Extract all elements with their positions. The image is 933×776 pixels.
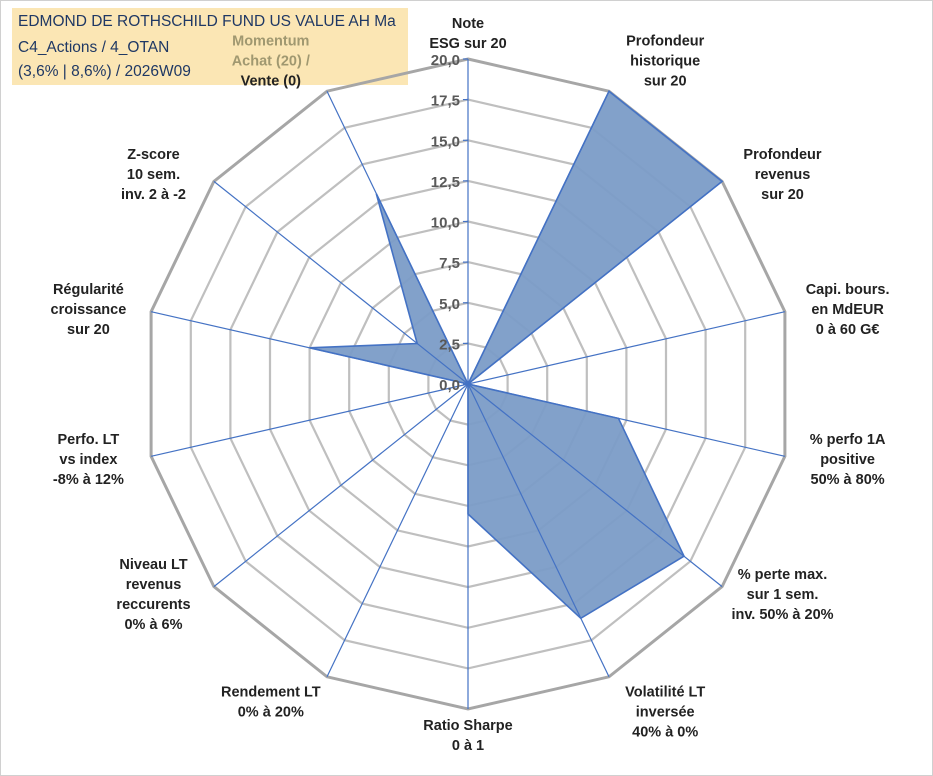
- axis-label: % perfo 1A positive 50% à 80%: [810, 432, 886, 488]
- axis-spoke: [467, 180, 723, 385]
- tick-label: 5,0: [439, 296, 460, 313]
- axis-spoke: [326, 90, 469, 385]
- axis-label-line: positive: [820, 452, 875, 468]
- axis-label-line: 0% à 6%: [124, 617, 182, 633]
- axis-label-line: -8% à 12%: [53, 472, 124, 488]
- chart-title-line-2: C4_Actions / 4_OTAN: [18, 39, 170, 56]
- axis-label-line: ESG sur 20: [429, 36, 506, 52]
- axis-label-line: 10 sem.: [127, 167, 180, 183]
- tick-label: 12,5: [431, 174, 460, 191]
- axis-label-line: 50% à 80%: [811, 472, 885, 488]
- axis-label-line: croissance: [51, 302, 127, 318]
- axis-label: Note ESG sur 20: [429, 16, 506, 52]
- axis-label-line: vs index: [59, 452, 117, 468]
- tick-label: 15,0: [431, 133, 460, 150]
- axis-label-line: reccurents: [116, 597, 190, 613]
- axis-label: Rendement LT 0% à 20%: [221, 685, 321, 721]
- axis-label-line: Profondeur: [743, 147, 821, 163]
- axis-spoke: [467, 383, 610, 678]
- axis-label-line: sur 20: [644, 73, 687, 89]
- axis-label-line: Capi. bours.: [806, 282, 890, 298]
- axis-label: Perfo. LT vs index -8% à 12%: [53, 432, 124, 488]
- axis-label-line: sur 20: [67, 322, 110, 338]
- axis-label: Z-score 10 sem. inv. 2 à -2: [121, 147, 186, 203]
- axis-spoke: [467, 383, 723, 588]
- axis-spoke: [150, 311, 469, 385]
- axis-label: Profondeur revenus sur 20: [743, 147, 821, 203]
- axis-label-line: Volatilité LT: [625, 685, 705, 701]
- axis-label: Volatilité LT inversée 40% à 0%: [625, 685, 705, 741]
- axis-spoke: [326, 383, 469, 678]
- axis-label-line: % perte max.: [738, 567, 827, 583]
- axis-label-line: inversée: [636, 705, 695, 721]
- axis-label-line: Rendement LT: [221, 685, 321, 701]
- axis-label-line: Achat (20) /: [232, 53, 310, 69]
- tick-label: 2,5: [439, 336, 460, 353]
- axis-label-line: Note: [452, 16, 484, 32]
- tick-label: 10,0: [431, 215, 460, 232]
- axis-label-line: % perfo 1A: [810, 432, 886, 448]
- axis-label-line: inv. 2 à -2: [121, 187, 186, 203]
- axis-label-line: 0% à 20%: [238, 705, 304, 721]
- tick-label: 0,0: [439, 377, 460, 394]
- axis-label-line: Perfo. LT: [58, 432, 120, 448]
- axis-label: Profondeur historique sur 20: [626, 33, 704, 89]
- chart-title-line-3: (3,6% | 8,6%) / 2026W09: [18, 63, 191, 80]
- axis-label: Régularité croissance sur 20: [51, 282, 127, 338]
- axis-label-line: inv. 50% à 20%: [731, 607, 833, 623]
- chart-title-box: EDMOND DE ROTHSCHILD FUND US VALUE AH Ma…: [12, 8, 408, 85]
- axis-label-line: Régularité: [53, 282, 124, 298]
- axis-spoke: [150, 383, 469, 457]
- axis-label: Capi. bours. en MdEUR 0 à 60 G€: [806, 282, 890, 338]
- tick-label: 17,5: [431, 93, 460, 110]
- axis-label: % perte max. sur 1 sem. inv. 50% à 20%: [731, 567, 833, 623]
- axis-label-line: Ratio Sharpe: [423, 718, 512, 734]
- axis-spoke: [467, 311, 786, 385]
- axis-label-line: sur 1 sem.: [747, 587, 819, 603]
- axis-label-line: Momentum: [232, 33, 309, 49]
- axis-label-momentum: Momentum Achat (20) / Vente (0): [232, 33, 310, 89]
- axis-spoke: [213, 383, 469, 588]
- axis-spoke: [467, 90, 610, 385]
- axis-label-line: Niveau LT: [119, 557, 187, 573]
- chart-title-line-1: EDMOND DE ROTHSCHILD FUND US VALUE AH Ma: [18, 13, 396, 30]
- axis-label-line: 0 à 1: [452, 738, 484, 754]
- axis-label-line: historique: [630, 53, 700, 69]
- axis-label-line: sur 20: [761, 187, 804, 203]
- axis-label-line: en MdEUR: [811, 302, 884, 318]
- tick-label: 7,5: [439, 255, 460, 272]
- axis-label-line: Z-score: [127, 147, 179, 163]
- data-series-area: [309, 89, 724, 620]
- axis-label-line: 0 à 60 G€: [816, 322, 880, 338]
- axis-spoke: [467, 383, 786, 457]
- axis-label-line: Vente (0): [241, 73, 302, 89]
- tick-label: 20,0: [431, 52, 460, 69]
- axis-label-line: Profondeur: [626, 33, 704, 49]
- axis-label-line: revenus: [126, 577, 182, 593]
- axis-label-line: revenus: [755, 167, 811, 183]
- axis-spoke: [213, 180, 469, 385]
- axis-label: Niveau LT revenus reccurents 0% à 6%: [116, 557, 190, 633]
- axis-label: Ratio Sharpe 0 à 1: [423, 718, 512, 754]
- axis-label-line: 40% à 0%: [632, 725, 698, 741]
